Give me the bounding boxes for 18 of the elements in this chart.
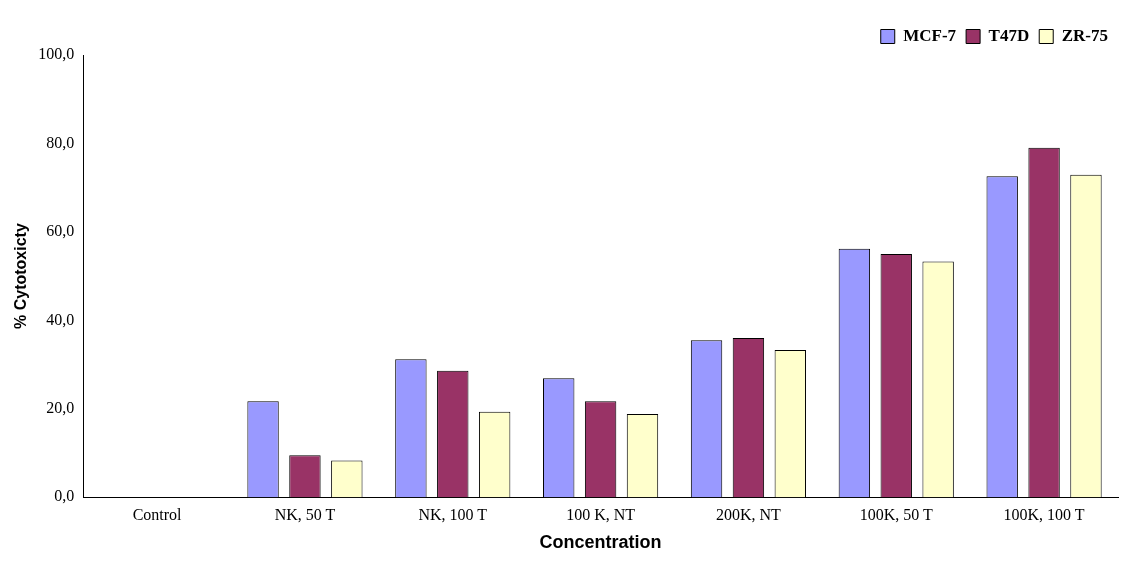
y-tick-label: 80,0 bbox=[46, 133, 75, 151]
x-tick-label: NK, 50 T bbox=[274, 506, 336, 523]
legend-label: MCF-7 bbox=[903, 25, 957, 45]
y-tick-label: 0,0 bbox=[54, 487, 75, 505]
x-axis-title: Concentration bbox=[539, 532, 662, 553]
legend-label: ZR-75 bbox=[1061, 25, 1108, 45]
x-tick-label: Control bbox=[132, 506, 183, 523]
x-tick-label: 100 K, NT bbox=[566, 506, 636, 523]
x-tick-label: NK, 100 T bbox=[418, 506, 488, 523]
y-tick-label: 40,0 bbox=[46, 310, 75, 328]
x-tick-label: 100K, 100 T bbox=[1003, 506, 1085, 523]
x-tick-label: 100K, 50 T bbox=[859, 506, 933, 523]
legend-label: T47D bbox=[988, 25, 1030, 45]
y-axis-title: % Cytotoxicty bbox=[12, 223, 30, 329]
y-tick-label: 100,0 bbox=[38, 45, 75, 63]
x-tick-label: 200K, NT bbox=[715, 506, 782, 523]
y-tick-label: 60,0 bbox=[46, 222, 75, 240]
y-tick-label: 20,0 bbox=[46, 398, 75, 416]
